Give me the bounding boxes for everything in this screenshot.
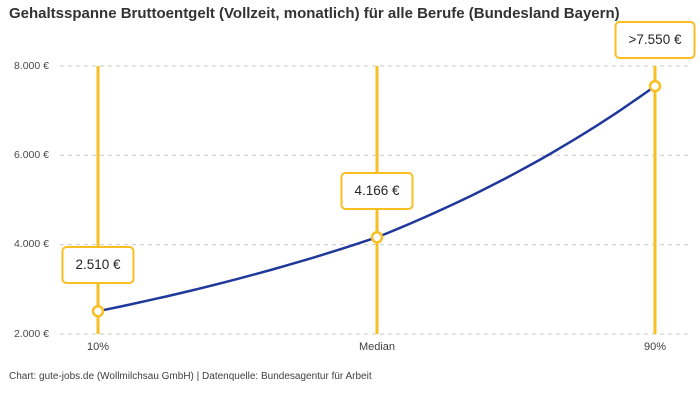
y-axis-tick-label: 2.000 € — [13, 327, 49, 340]
x-axis-tick-label: 10% — [86, 341, 110, 353]
y-axis-tick-label: 4.000 € — [13, 238, 49, 251]
x-axis-tick-label: 90% — [643, 341, 667, 353]
source-caption: Chart: gute-jobs.de (Wollmilchsau GmbH) … — [9, 371, 372, 382]
value-label: 4.166 € — [340, 172, 414, 211]
chart-title: Gehaltsspanne Bruttoentgelt (Vollzeit, m… — [9, 5, 620, 22]
data-point-marker — [370, 231, 384, 244]
y-axis-tick-label: 8.000 € — [13, 59, 49, 72]
x-axis-tick-label: Median — [358, 341, 396, 353]
data-point-marker — [91, 304, 105, 318]
data-point-marker — [648, 79, 662, 93]
value-label: 2.510 € — [61, 246, 135, 285]
y-axis-tick-label: 6.000 € — [13, 148, 49, 161]
value-label: >7.550 € — [614, 21, 696, 60]
